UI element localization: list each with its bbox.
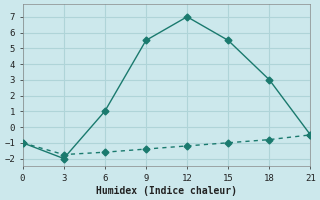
X-axis label: Humidex (Indice chaleur): Humidex (Indice chaleur) xyxy=(96,186,237,196)
